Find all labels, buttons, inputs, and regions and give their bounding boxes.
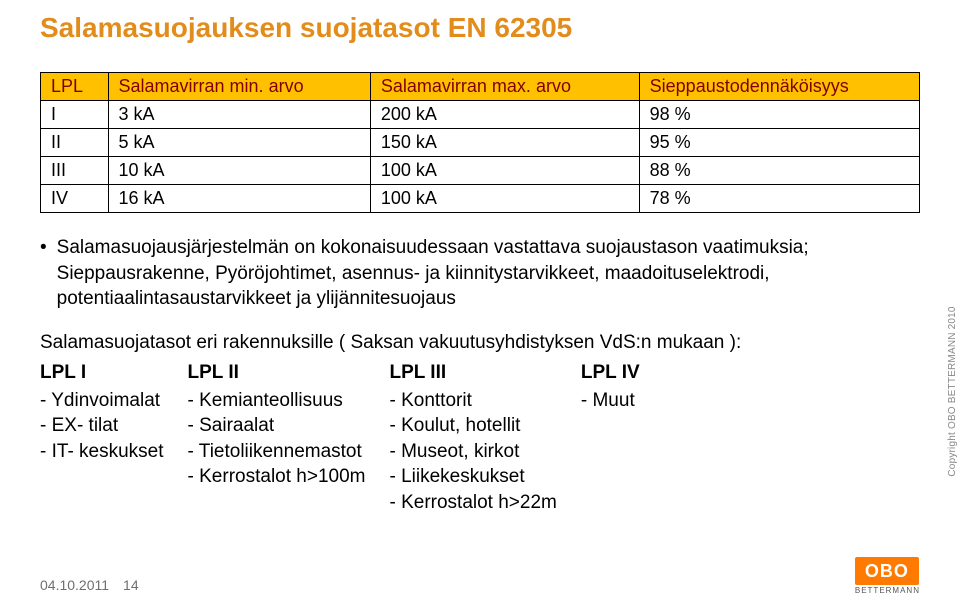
lpl-columns: LPL I- Ydinvoimalat- EX- tilat- IT- kesk… xyxy=(40,360,920,516)
table-header-cell: Salamavirran max. arvo xyxy=(370,73,639,101)
column-head: LPL I xyxy=(40,360,164,386)
table-cell: 10 kA xyxy=(108,157,370,185)
table-row: IV16 kA100 kA78 % xyxy=(41,185,920,213)
list-item: - Ydinvoimalat xyxy=(40,388,164,414)
table-header-cell: Sieppaustodennäköisyys xyxy=(639,73,919,101)
column-head: LPL IV xyxy=(581,360,640,386)
table-cell: 88 % xyxy=(639,157,919,185)
copyright: Copyright OBO BETTERMANN 2010 xyxy=(947,306,958,476)
paragraph: • Salamasuojausjärjestelmän on kokonaisu… xyxy=(40,235,920,312)
list-item: - Kemianteollisuus xyxy=(188,388,366,414)
list-item: - Museot, kirkot xyxy=(389,439,556,465)
footer-date: 04.10.2011 xyxy=(40,577,109,593)
table-row: II5 kA150 kA95 % xyxy=(41,129,920,157)
list-item: - Kerrostalot h>100m xyxy=(188,464,366,490)
table-row: I3 kA200 kA98 % xyxy=(41,101,920,129)
table-cell: I xyxy=(41,101,109,129)
list-item: - Liikekeskukset xyxy=(389,464,556,490)
table-header-cell: LPL xyxy=(41,73,109,101)
lpl-column: LPL III- Konttorit- Koulut, hotellit- Mu… xyxy=(389,360,556,516)
table-cell: III xyxy=(41,157,109,185)
list-item: - EX- tilat xyxy=(40,413,164,439)
page-title: Salamasuojauksen suojatasot EN 62305 xyxy=(40,12,920,44)
table-cell: 78 % xyxy=(639,185,919,213)
logo-sub: BETTERMANN xyxy=(855,586,920,595)
lpl-column: LPL I- Ydinvoimalat- EX- tilat- IT- kesk… xyxy=(40,360,164,516)
table-header-cell: Salamavirran min. arvo xyxy=(108,73,370,101)
list-item: - Muut xyxy=(581,388,640,414)
lpl-table: LPLSalamavirran min. arvoSalamavirran ma… xyxy=(40,72,920,213)
table-cell: 150 kA xyxy=(370,129,639,157)
table-cell: IV xyxy=(41,185,109,213)
lpl-column: LPL IV- Muut xyxy=(581,360,640,516)
title-text: Salamasuojauksen suojatasot EN 62305 xyxy=(40,12,572,43)
table-cell: 200 kA xyxy=(370,101,639,129)
footer: 04.10.2011 14 xyxy=(40,577,139,593)
table-cell: 100 kA xyxy=(370,185,639,213)
list-item: - Koulut, hotellit xyxy=(389,413,556,439)
logo: OBO BETTERMANN xyxy=(855,557,920,595)
column-head: LPL III xyxy=(389,360,556,386)
lpl-column: LPL II- Kemianteollisuus- Sairaalat- Tie… xyxy=(188,360,366,516)
table-cell: 3 kA xyxy=(108,101,370,129)
logo-box: OBO xyxy=(855,557,919,585)
list-item: - IT- keskukset xyxy=(40,439,164,465)
table-cell: 100 kA xyxy=(370,157,639,185)
list-item: - Tietoliikennemastot xyxy=(188,439,366,465)
table-cell: II xyxy=(41,129,109,157)
table-cell: 16 kA xyxy=(108,185,370,213)
table-cell: 98 % xyxy=(639,101,919,129)
bullet: • xyxy=(40,235,47,261)
table-row: III10 kA100 kA88 % xyxy=(41,157,920,185)
slide: Salamasuojauksen suojatasot EN 62305 LPL… xyxy=(0,0,960,605)
list-item: - Sairaalat xyxy=(188,413,366,439)
column-head: LPL II xyxy=(188,360,366,386)
paragraph-text: Salamasuojausjärjestelmän on kokonaisuud… xyxy=(57,235,920,312)
list-item: - Konttorit xyxy=(389,388,556,414)
table-cell: 95 % xyxy=(639,129,919,157)
list-item: - Kerrostalot h>22m xyxy=(389,490,556,516)
footer-page: 14 xyxy=(123,577,139,593)
table-cell: 5 kA xyxy=(108,129,370,157)
section-title: Salamasuojatasot eri rakennuksille ( Sak… xyxy=(40,332,920,354)
